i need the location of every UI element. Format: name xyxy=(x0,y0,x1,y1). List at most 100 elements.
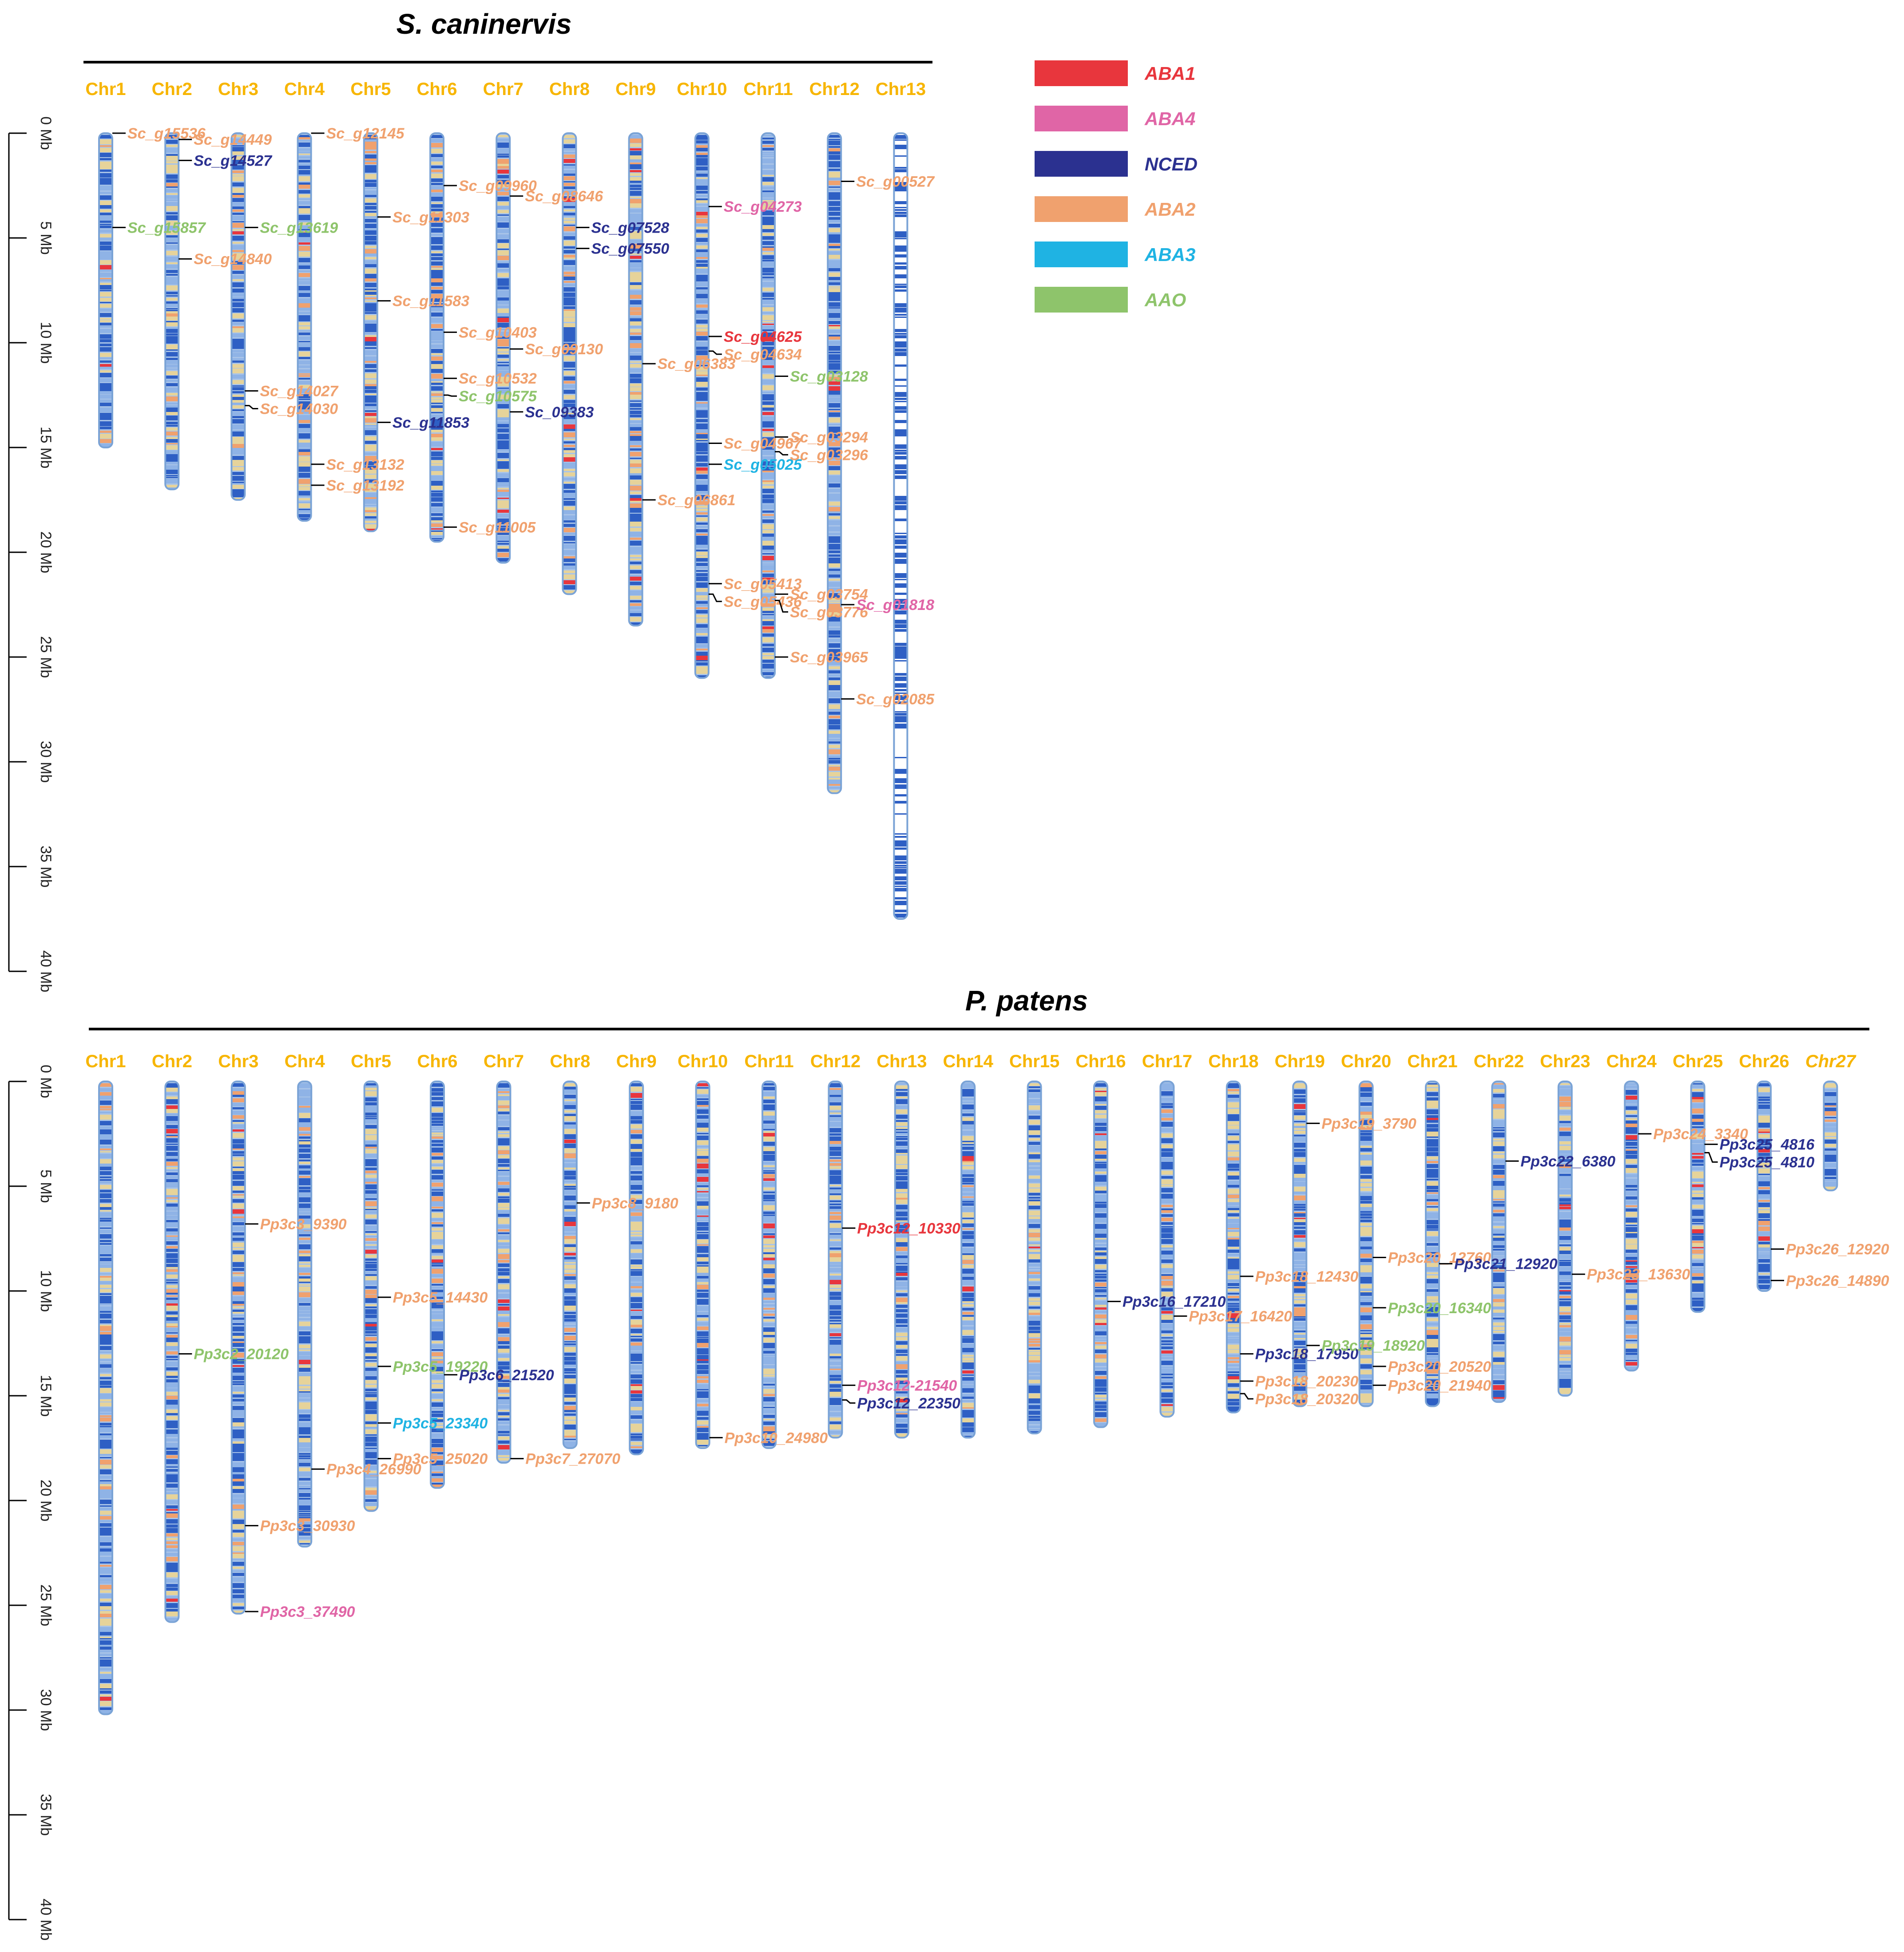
band xyxy=(1492,1160,1506,1164)
band xyxy=(563,213,576,215)
band xyxy=(165,1614,179,1616)
band xyxy=(99,1185,112,1189)
band xyxy=(165,1461,179,1464)
band xyxy=(563,457,576,462)
band xyxy=(1094,1218,1107,1223)
band xyxy=(1027,1279,1041,1281)
band xyxy=(696,1421,710,1425)
band xyxy=(894,646,908,650)
band xyxy=(165,368,179,370)
band xyxy=(1027,1333,1041,1337)
band xyxy=(894,385,908,387)
band xyxy=(1625,1218,1638,1223)
band xyxy=(1160,1320,1174,1323)
band xyxy=(496,188,510,191)
band xyxy=(895,1319,908,1323)
band xyxy=(364,428,377,430)
band xyxy=(630,1297,643,1302)
band xyxy=(497,1299,511,1303)
band xyxy=(231,1402,245,1405)
band xyxy=(1160,1103,1174,1105)
band xyxy=(696,1267,710,1271)
band xyxy=(762,1113,776,1116)
band xyxy=(762,1221,776,1223)
band xyxy=(961,1098,975,1101)
band xyxy=(431,1135,444,1136)
band xyxy=(1027,1350,1041,1351)
band xyxy=(695,325,709,328)
band xyxy=(99,1614,112,1617)
band xyxy=(231,1318,245,1320)
band xyxy=(231,1253,245,1254)
band xyxy=(563,255,576,257)
band xyxy=(430,209,444,211)
band xyxy=(430,369,444,373)
band xyxy=(1027,1286,1041,1290)
band xyxy=(1094,1251,1107,1252)
band xyxy=(99,210,112,212)
band xyxy=(1160,1114,1174,1117)
band xyxy=(894,201,908,204)
band xyxy=(99,1562,112,1564)
band xyxy=(563,1274,577,1276)
band xyxy=(496,145,510,148)
band xyxy=(497,1366,511,1370)
band xyxy=(1359,1216,1373,1219)
band xyxy=(629,408,643,410)
band xyxy=(99,1140,112,1144)
band xyxy=(1558,1163,1572,1164)
band xyxy=(165,1479,179,1482)
band xyxy=(165,161,179,163)
band xyxy=(165,183,179,186)
band xyxy=(894,357,908,361)
band xyxy=(231,299,245,301)
band xyxy=(165,1425,179,1428)
band xyxy=(1160,1228,1174,1233)
band xyxy=(894,801,908,804)
band xyxy=(1426,1132,1439,1136)
band xyxy=(895,1217,908,1220)
band xyxy=(298,1154,312,1158)
chromosome-outline xyxy=(694,132,710,679)
band xyxy=(1293,1356,1307,1358)
band xyxy=(1691,1285,1705,1288)
band xyxy=(629,431,643,433)
band xyxy=(99,1619,112,1623)
band xyxy=(1625,1321,1638,1324)
gene-label-sc-g00527: Sc_g00527 xyxy=(856,174,935,190)
band xyxy=(630,1449,643,1454)
chromosome-bands xyxy=(961,1083,975,1438)
band xyxy=(99,1668,112,1671)
band xyxy=(430,197,444,201)
band xyxy=(99,251,112,256)
band xyxy=(298,389,311,393)
band xyxy=(828,418,841,423)
band xyxy=(1226,1083,1240,1088)
band xyxy=(165,1264,179,1267)
band xyxy=(894,191,908,196)
chromosome-chr14 xyxy=(960,1081,976,1439)
band xyxy=(894,318,908,321)
chromosomes-sc: Chr1 Chr2 Chr3 Chr4 Chr5 Chr6 Chr7 Chr8 Chr9 Chr1… xyxy=(85,79,926,920)
band xyxy=(828,554,841,557)
band xyxy=(629,411,643,414)
band xyxy=(563,1375,577,1378)
band xyxy=(99,1552,112,1556)
band xyxy=(762,293,775,297)
band xyxy=(165,1220,179,1222)
band xyxy=(99,1109,112,1110)
band xyxy=(1094,1412,1107,1417)
band xyxy=(630,1283,643,1286)
band xyxy=(431,1124,444,1126)
band xyxy=(298,1391,312,1393)
band xyxy=(894,470,908,474)
band xyxy=(829,1369,842,1370)
band xyxy=(961,1212,975,1217)
band xyxy=(496,500,510,504)
band xyxy=(1160,1329,1174,1330)
band xyxy=(99,1494,112,1496)
band xyxy=(828,527,841,531)
band xyxy=(762,321,775,322)
band xyxy=(696,1391,710,1394)
band xyxy=(829,1389,842,1392)
